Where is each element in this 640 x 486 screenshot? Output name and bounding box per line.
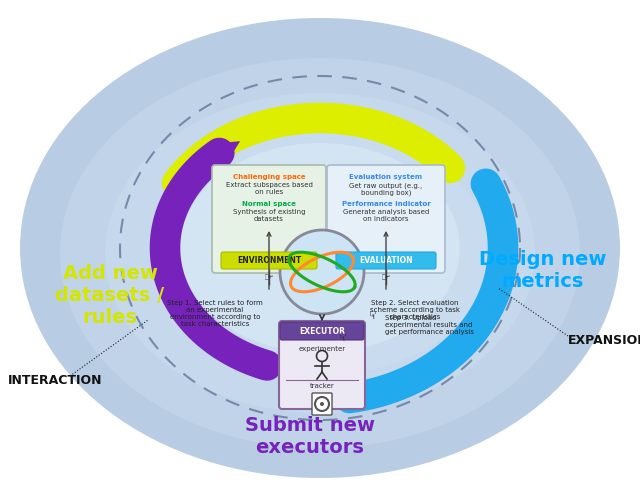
FancyBboxPatch shape [312,393,332,415]
Text: Normal space: Normal space [242,201,296,207]
FancyBboxPatch shape [327,165,445,273]
Ellipse shape [60,58,580,448]
Text: INTERACTION: INTERACTION [8,374,102,386]
Text: Synthesis of existing
datasets: Synthesis of existing datasets [233,209,305,222]
Ellipse shape [20,18,620,478]
Text: Challenging space: Challenging space [233,174,305,180]
Text: EXPANSION: EXPANSION [568,333,640,347]
Text: experimenter: experimenter [298,346,346,352]
FancyBboxPatch shape [336,252,436,269]
Text: EVALUATION: EVALUATION [359,256,413,265]
Circle shape [280,230,364,314]
FancyBboxPatch shape [280,322,364,340]
Text: Evaluation system: Evaluation system [349,174,422,180]
Text: EXECUTOR: EXECUTOR [299,327,345,335]
Text: Generate analysis based
on indicators: Generate analysis based on indicators [343,209,429,222]
Text: Extract subspaces based
on rules: Extract subspaces based on rules [225,182,312,195]
Text: Add new
datasets /
rules: Add new datasets / rules [56,263,164,327]
Text: Design new
metrics: Design new metrics [479,249,607,291]
Text: Step 1. Select rules to form
an experimental
environment according to
task chara: Step 1. Select rules to form an experime… [167,300,263,327]
Text: ☞: ☞ [381,273,391,283]
Text: ☞: ☞ [335,332,345,342]
Ellipse shape [105,93,535,413]
Text: Submit new
executors: Submit new executors [245,416,375,456]
Text: tracker: tracker [310,383,334,389]
Text: Performance indicator: Performance indicator [342,201,430,207]
Text: ☞: ☞ [264,273,274,283]
Text: Step 3. Upload
experimental results and
get performance analysis: Step 3. Upload experimental results and … [385,315,474,335]
Text: ENVIRONMENT: ENVIRONMENT [237,256,301,265]
FancyBboxPatch shape [279,321,365,409]
Text: Get raw output (e.g.,
bounding box): Get raw output (e.g., bounding box) [349,182,422,196]
Text: ☞: ☞ [365,310,375,320]
FancyBboxPatch shape [212,165,326,273]
Circle shape [320,402,324,406]
Ellipse shape [150,131,490,376]
Ellipse shape [180,143,460,353]
FancyBboxPatch shape [221,252,317,269]
Text: Step 2. Select evaluation
scheme according to task
characteristics: Step 2. Select evaluation scheme accordi… [370,300,460,320]
